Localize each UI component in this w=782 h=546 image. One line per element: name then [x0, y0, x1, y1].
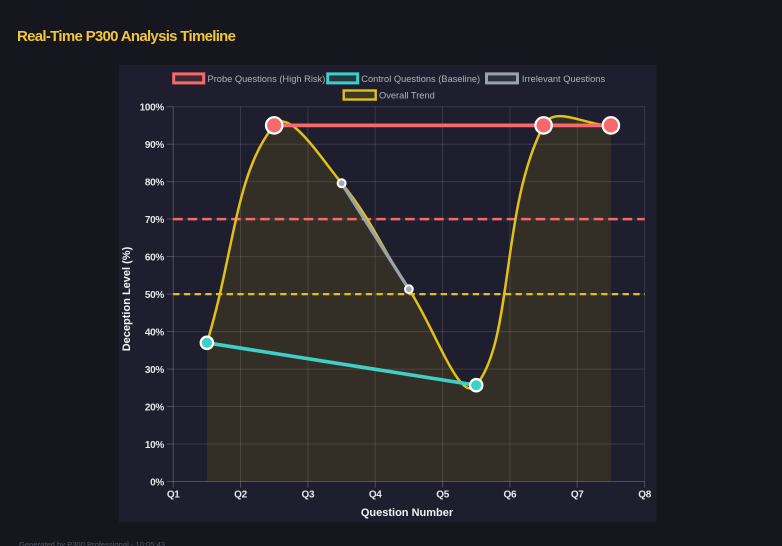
svg-text:50%: 50% [145, 290, 165, 301]
svg-text:0%: 0% [150, 477, 164, 488]
svg-text:60%: 60% [145, 253, 165, 264]
svg-text:Deception Level (%): Deception Level (%) [121, 246, 133, 351]
svg-text:Irrelevant Questions: Irrelevant Questions [522, 74, 606, 84]
svg-text:Q3: Q3 [302, 490, 315, 501]
svg-text:Q2: Q2 [234, 490, 247, 501]
svg-text:Q6: Q6 [504, 490, 517, 501]
svg-text:100%: 100% [140, 103, 165, 114]
svg-text:Question Number: Question Number [361, 507, 454, 519]
svg-text:Control Questions (Baseline): Control Questions (Baseline) [361, 74, 480, 84]
svg-text:Q7: Q7 [571, 490, 584, 501]
svg-text:Q4: Q4 [369, 490, 382, 501]
svg-text:90%: 90% [145, 140, 165, 151]
svg-text:Overall Trend: Overall Trend [379, 91, 435, 101]
svg-text:Probe Questions (High Risk): Probe Questions (High Risk) [208, 74, 326, 84]
svg-text:40%: 40% [145, 328, 165, 339]
svg-text:10%: 10% [145, 440, 165, 451]
svg-text:Q1: Q1 [167, 490, 180, 501]
svg-text:80%: 80% [145, 178, 165, 189]
svg-text:Q8: Q8 [638, 490, 651, 501]
svg-text:20%: 20% [145, 402, 165, 413]
svg-text:Q5: Q5 [436, 490, 449, 501]
svg-text:30%: 30% [145, 365, 165, 376]
svg-text:70%: 70% [145, 215, 165, 226]
